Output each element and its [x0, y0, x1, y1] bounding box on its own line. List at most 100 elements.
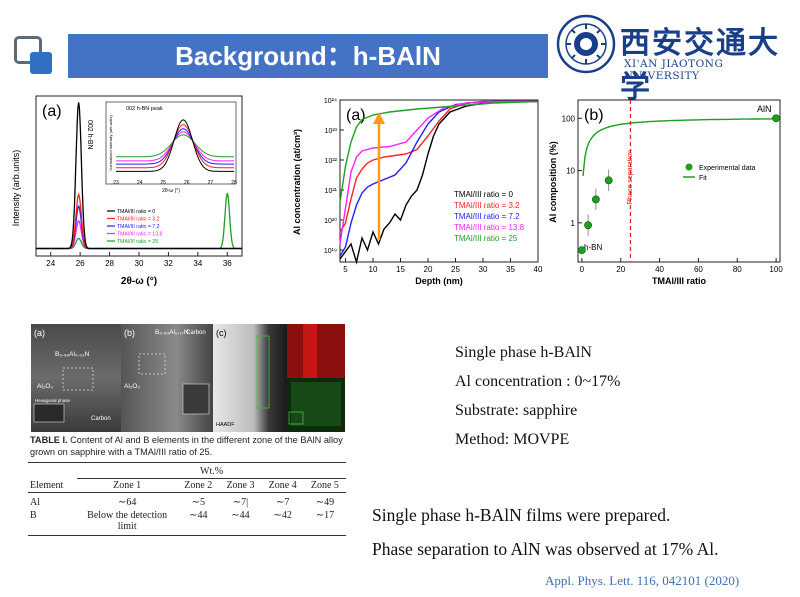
comp-fit-line — [582, 118, 777, 177]
comp-xlabel: TMAl/III ratio — [652, 276, 707, 286]
xrd-x-tick-label: 36 — [223, 259, 232, 268]
comp-x-tick-label: 20 — [616, 265, 625, 274]
xrd-inset-title: 002 h-BN peak — [126, 106, 163, 112]
comp-x-tick-label: 60 — [694, 265, 703, 274]
comp-legend-points: Experimental data — [699, 165, 756, 172]
tem-a-carbon: Carbon — [91, 416, 111, 422]
xrd-legend: TMAl/III ratio = 0 TMAl/III ratio = 3.2 TM… — [107, 209, 163, 245]
table-col-zone2: Zone 2 — [184, 480, 213, 491]
xrd-inset-curves: 23 24 25 26 27 28 — [113, 119, 237, 186]
sims-legend-entry: TMAl/III ratio = 0 — [454, 190, 513, 199]
comp-aln-label: AlN — [757, 104, 772, 114]
comp-x-tick-label: 80 — [733, 265, 742, 274]
tem-a-layer: B₀.₉₈Al₀.₀₂N — [55, 351, 90, 358]
table-cell: ∼64 — [117, 497, 137, 508]
sims-figure: (a) Al concentration (at/cm³) Depth (nm)… — [292, 98, 543, 286]
xrd-series-line — [36, 102, 242, 250]
comp-x-tick-label: 100 — [769, 265, 783, 274]
table-group-header: Wt.% — [77, 462, 346, 479]
tem-b-layer: B₀.₈₃Al₀.₁₇N — [155, 329, 189, 336]
university-name-en: XI'AN JIAOTONG UNIVERSITY — [624, 58, 724, 82]
table-col-zone3: Zone 3 — [226, 480, 255, 491]
tem-label-c: (c) — [216, 328, 227, 338]
sims-xlabel: Depth (nm) — [415, 276, 463, 286]
comp-data-point — [577, 246, 586, 255]
xrd-panel-label: (a) — [42, 103, 62, 120]
xrd-legend-entry: TMAl/III ratio = 25 — [117, 239, 158, 245]
comp-x-tick-label: 0 — [580, 265, 585, 274]
tem-a-hex: Hexagonal phase — [35, 398, 71, 403]
xrd-figure: (a) Intensity (arb.units) 2θ-ω (°) 002 h… — [11, 95, 243, 287]
sims-x-tick-label: 30 — [479, 265, 488, 274]
xrd-inset-tick: 24 — [137, 180, 143, 186]
comp-data-point — [772, 114, 781, 123]
sims-x-tick-label: 20 — [424, 265, 433, 274]
comp-y-tick-label: 1 — [571, 219, 576, 228]
sims-y-tick-label: 10²³ — [325, 128, 338, 135]
tem-label-b: (b) — [124, 328, 135, 338]
conclusion-line-1: Single phase h-BAlN films were prepared. — [372, 505, 671, 525]
sims-x-tick-label: 35 — [506, 265, 515, 274]
sims-y-tick-label: 10¹⁹ — [324, 248, 337, 255]
data-table: Wt.% Element Zone 1 Zone 2 Zone 3 Zone 4… — [28, 462, 346, 536]
xrd-legend-entry: TMAl/III ratio = 3.2 — [117, 217, 160, 223]
table-caption-label: TABLE I. — [30, 435, 68, 445]
table-cell: ∼42 — [273, 510, 292, 521]
citation[interactable]: Appl. Phys. Lett. 116, 042101 (2020) — [545, 573, 740, 588]
sims-y-tick-label: 10²⁴ — [324, 98, 337, 105]
conclusion-line-2: Phase separation to AlN was observed at … — [372, 539, 719, 559]
xrd-peak-label: 002 h-BN — [86, 120, 93, 150]
table-cell: ∼5 — [191, 497, 205, 508]
comp-panel-label: (b) — [584, 107, 604, 124]
tem-images: (a) B₀.₉₈Al₀.₀₂N Al₂O₃ Carbon Hexagonal … — [31, 324, 345, 432]
sims-y-tick-label: 10²¹ — [325, 188, 338, 195]
comp-y-tick-label: 100 — [562, 114, 576, 123]
sims-legend-entry: TMAl/III ratio = 13.8 — [454, 223, 525, 232]
comp-hbn-label: h-BN — [584, 243, 602, 252]
comp-ylabel: Al composition (%) — [548, 141, 558, 223]
conclusion: Single phase h-BAlN films were prepared.… — [372, 498, 719, 566]
xrd-legend-entry: TMAl/III ratio = 0 — [117, 209, 155, 215]
sims-curves — [339, 100, 539, 265]
sims-panel-label: (a) — [346, 107, 366, 124]
xrd-inset-tick: 26 — [184, 180, 190, 186]
xrd-curves — [36, 102, 242, 250]
table-col-zone1: Zone 1 — [113, 480, 142, 491]
xrd-x-tick-label: 26 — [76, 259, 85, 268]
sims-plot-frame — [339, 99, 539, 263]
xrd-x-ticks: 24 26 28 30 32 34 36 — [46, 252, 232, 268]
table-caption: TABLE I. Content of Al and B elements in… — [30, 434, 348, 458]
sims-y-tick-label: 10²⁰ — [324, 217, 337, 225]
sims-x-tick-label: 10 — [369, 265, 378, 274]
comp-plot — [577, 100, 781, 262]
university-name-cn: 西安交通大学 — [620, 26, 780, 105]
sims-series-line — [339, 100, 538, 245]
sims-x-tick-label: 5 — [343, 265, 348, 274]
xrd-inset-line — [116, 119, 234, 172]
comp-x-tick-label: 40 — [655, 265, 664, 274]
table-cell: ∼17 — [315, 510, 335, 521]
sims-x-tick-label: 40 — [534, 265, 543, 274]
table-cell: ∼7| — [232, 497, 249, 508]
slide-title: Background：h-BAlN — [68, 34, 548, 78]
xrd-x-tick-label: 34 — [193, 259, 202, 268]
table-caption-text: Content of Al and B elements in the diff… — [30, 435, 343, 457]
university-seal-icon — [556, 14, 616, 74]
table-col-zone4: Zone 4 — [268, 480, 297, 491]
logo-square-back — [14, 36, 42, 64]
xrd-inset-tick: 25 — [160, 180, 166, 186]
tem-c-haadf: HAADF — [216, 422, 235, 428]
table-col-zone5: Zone 5 — [310, 480, 339, 491]
xrd-inset-frame — [105, 101, 237, 185]
table-cell: Below the detection limit — [87, 510, 168, 532]
tem-a-substrate: Al₂O₃ — [37, 383, 53, 390]
summary-line-al: Al concentration : 0~17% — [455, 373, 621, 390]
table-cell: ∼49 — [315, 497, 335, 508]
sims-x-tick-label: 25 — [451, 265, 460, 274]
comp-phase-label: Phase separation — [627, 150, 634, 205]
composition-figure: (b) Al composition (%) TMAl/III ratio Al… — [548, 99, 783, 286]
xrd-inset-tick: 23 — [113, 180, 119, 186]
table-row: B Below the detection limit ∼44 ∼44 ∼42 … — [28, 509, 346, 536]
table-cell: ∼44 — [231, 510, 250, 521]
table-cell: Al — [30, 497, 40, 508]
